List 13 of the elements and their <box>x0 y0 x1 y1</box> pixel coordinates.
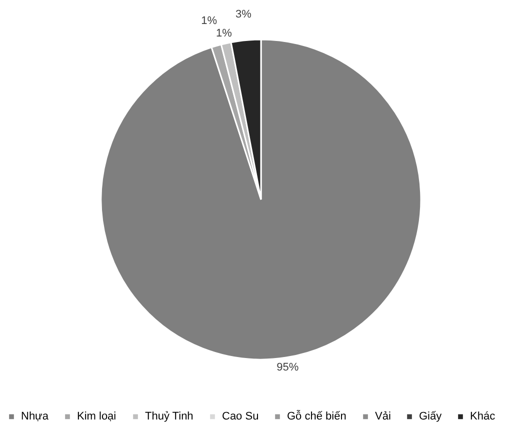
legend-label: Nhựa <box>21 410 50 423</box>
legend-label: Cao Su <box>222 410 259 423</box>
data-label: 1% <box>216 28 232 40</box>
legend-label: Thuỷ Tinh <box>145 410 194 423</box>
data-label: 3% <box>236 8 252 20</box>
data-label: 95% <box>276 361 299 374</box>
data-label: 1% <box>201 14 218 27</box>
legend-label: Giấy <box>419 410 442 423</box>
pie-slice <box>100 38 422 360</box>
legend-label: Kim loại <box>77 410 116 423</box>
legend-label: Vải <box>375 410 391 423</box>
legend-label: Khác <box>470 410 496 423</box>
legend-label: Gỗ chế biến <box>287 410 346 423</box>
